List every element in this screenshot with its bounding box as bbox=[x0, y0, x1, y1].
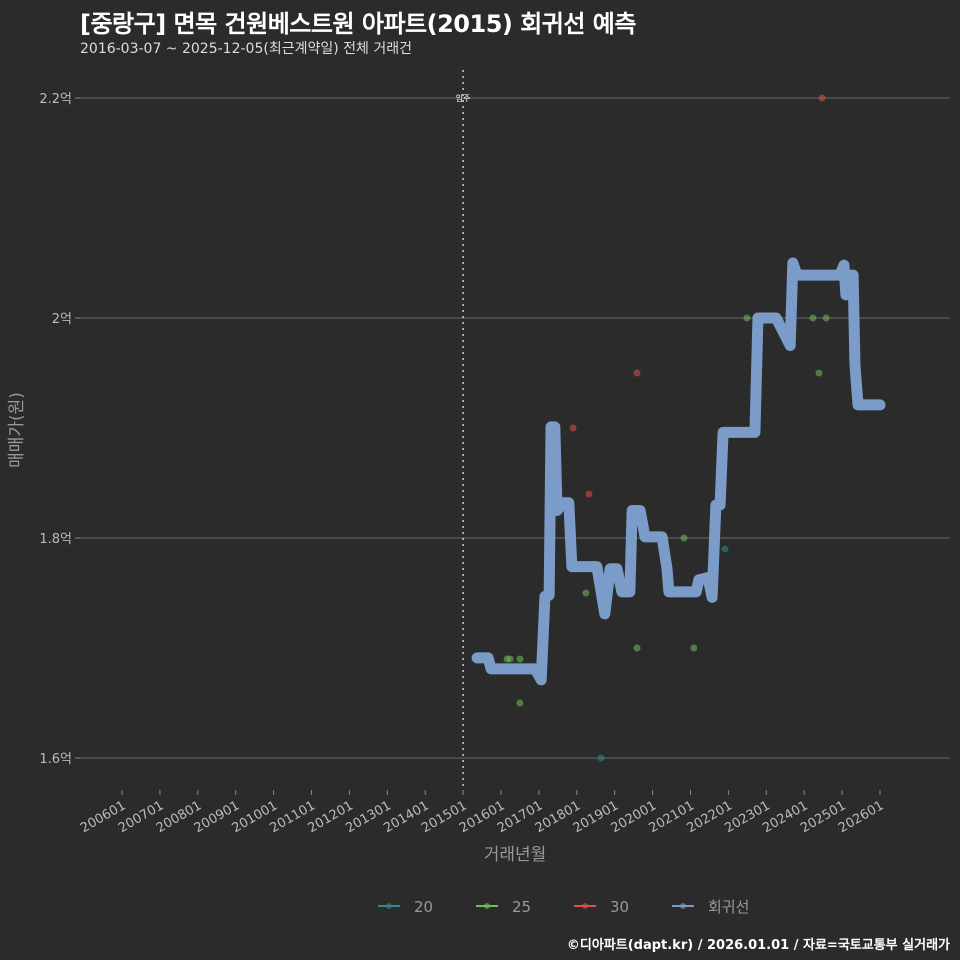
legend-label: 20 bbox=[414, 898, 433, 916]
y-tick-label: 1.8억 bbox=[39, 532, 72, 547]
move-in-label: 입주 bbox=[456, 94, 471, 103]
legend-key-point bbox=[680, 903, 686, 909]
regression-line bbox=[471, 257, 886, 686]
y-axis-label: 매매가(원) bbox=[7, 392, 27, 468]
data-point-25 bbox=[809, 314, 817, 322]
legend-key-point bbox=[484, 903, 490, 909]
data-point-25 bbox=[822, 314, 830, 322]
data-point-20 bbox=[597, 754, 605, 762]
data-point-25 bbox=[582, 589, 590, 597]
legend-label: 30 bbox=[610, 898, 629, 916]
data-point-30 bbox=[633, 369, 641, 377]
data-point-25 bbox=[516, 655, 524, 663]
legend-key-point bbox=[386, 903, 392, 909]
data-point-20 bbox=[721, 545, 729, 553]
legend-label: 25 bbox=[512, 898, 531, 916]
data-point-25 bbox=[743, 314, 751, 322]
footer-credit: ©디아파트(dapt.kr) / 2026.01.01 / 자료=국토교통부 실… bbox=[566, 938, 950, 953]
data-point-25 bbox=[516, 699, 524, 707]
x-axis-label: 거래년월 bbox=[484, 845, 547, 865]
data-point-25 bbox=[690, 644, 698, 652]
data-point-25 bbox=[815, 369, 823, 377]
chart-subtitle: 2016-03-07 ~ 2025-12-05(최근계약일) 전체 거래건 bbox=[80, 41, 412, 57]
data-point-25 bbox=[633, 644, 641, 652]
data-point-25 bbox=[680, 534, 688, 542]
data-point-30 bbox=[569, 424, 577, 432]
y-tick-label: 2.2억 bbox=[39, 92, 72, 107]
chart-title: [중랑구] 면목 건원베스트원 아파트(2015) 회귀선 예측 bbox=[80, 10, 636, 38]
legend-label: 회귀선 bbox=[708, 898, 749, 916]
data-point-25 bbox=[506, 655, 514, 663]
y-tick-label: 2억 bbox=[52, 312, 72, 327]
data-point-30 bbox=[585, 490, 593, 498]
legend-key-point bbox=[582, 903, 588, 909]
y-tick-label: 1.6억 bbox=[39, 752, 72, 767]
data-point-30 bbox=[818, 94, 826, 102]
